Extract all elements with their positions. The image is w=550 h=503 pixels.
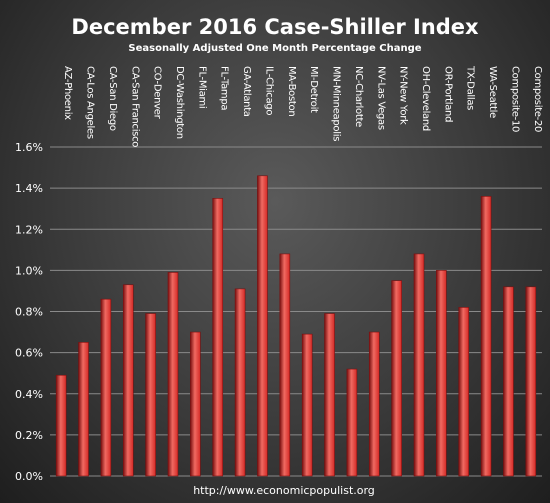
y-tick-label: 0.6% bbox=[15, 347, 43, 360]
x-tick-label: GA-Atlanta bbox=[241, 66, 252, 117]
bar bbox=[122, 284, 134, 477]
x-tick-label: MA-Boston bbox=[286, 66, 297, 116]
x-tick-label: TX-Dallas bbox=[465, 65, 476, 110]
bar bbox=[480, 196, 492, 477]
bar bbox=[368, 331, 380, 477]
chart-title: December 2016 Case-Shiller Index bbox=[71, 15, 479, 39]
x-tick-label: OH-Cleveland bbox=[420, 66, 431, 131]
y-axis: 0.0% 0.2% 0.4% 0.6% 0.8% 1.0% 1.2% 1.4% 1.6% bbox=[15, 141, 43, 483]
y-tick-label: 0.8% bbox=[15, 306, 43, 319]
bar bbox=[78, 342, 89, 477]
x-tick-label: OR-Portland bbox=[442, 66, 453, 122]
bar bbox=[234, 288, 246, 477]
bar bbox=[458, 307, 470, 477]
bar bbox=[190, 331, 201, 477]
x-tick-label: WA-Seattle bbox=[487, 66, 498, 118]
y-tick-label: 1.2% bbox=[15, 223, 43, 236]
x-tick-label: AZ-Phoenix bbox=[62, 66, 73, 120]
bar bbox=[436, 270, 447, 477]
bar bbox=[503, 286, 514, 477]
x-tick-label: CO-Denver bbox=[152, 66, 163, 120]
y-tick-label: 0.4% bbox=[15, 388, 43, 401]
x-tick-label: NY-New York bbox=[398, 66, 409, 125]
x-tick-label: CA-Los Angeles bbox=[85, 66, 96, 139]
bar bbox=[212, 198, 224, 477]
x-tick-label: Composite-20 bbox=[532, 66, 543, 132]
bar bbox=[257, 175, 268, 477]
chart-subtitle: Seasonally Adjusted One Month Percentage… bbox=[128, 43, 421, 54]
bar bbox=[279, 253, 291, 477]
bar bbox=[324, 313, 335, 477]
bars bbox=[55, 175, 537, 477]
x-tick-label: CA-San Francisco bbox=[129, 66, 140, 147]
x-tick-label: MN-Minneapolis bbox=[331, 66, 342, 141]
bar bbox=[145, 313, 156, 477]
bar bbox=[167, 272, 179, 477]
x-tick-label: IL-Chicago bbox=[263, 66, 274, 115]
x-tick-label: FL-Tampa bbox=[219, 66, 230, 110]
y-tick-label: 1.0% bbox=[15, 264, 43, 277]
x-axis: AZ-Phoenix CA-Los Angeles CA-San Diego CA-S… bbox=[62, 65, 543, 147]
x-tick-label: NV-Las Vegas bbox=[375, 66, 386, 130]
bar bbox=[100, 298, 112, 477]
bar bbox=[391, 280, 402, 477]
source-label: http://www.economicpopulist.org bbox=[193, 484, 375, 497]
y-tick-label: 1.4% bbox=[15, 182, 43, 195]
x-tick-label: CA-San Diego bbox=[107, 66, 118, 131]
bar bbox=[413, 253, 425, 477]
bar bbox=[525, 286, 537, 477]
x-tick-label: MI-Detroit bbox=[308, 66, 319, 113]
x-tick-label: DC-Washington bbox=[174, 66, 185, 139]
x-tick-label: NC-Charlotte bbox=[353, 66, 364, 127]
y-tick-label: 0.0% bbox=[15, 470, 43, 483]
bar bbox=[346, 368, 358, 477]
x-tick-label: FL-Miami bbox=[196, 66, 207, 108]
y-tick-label: 0.2% bbox=[15, 429, 43, 442]
bar bbox=[55, 374, 67, 477]
x-tick-label: Composite-10 bbox=[509, 66, 520, 132]
bar bbox=[301, 333, 313, 477]
y-tick-label: 1.6% bbox=[15, 141, 43, 154]
